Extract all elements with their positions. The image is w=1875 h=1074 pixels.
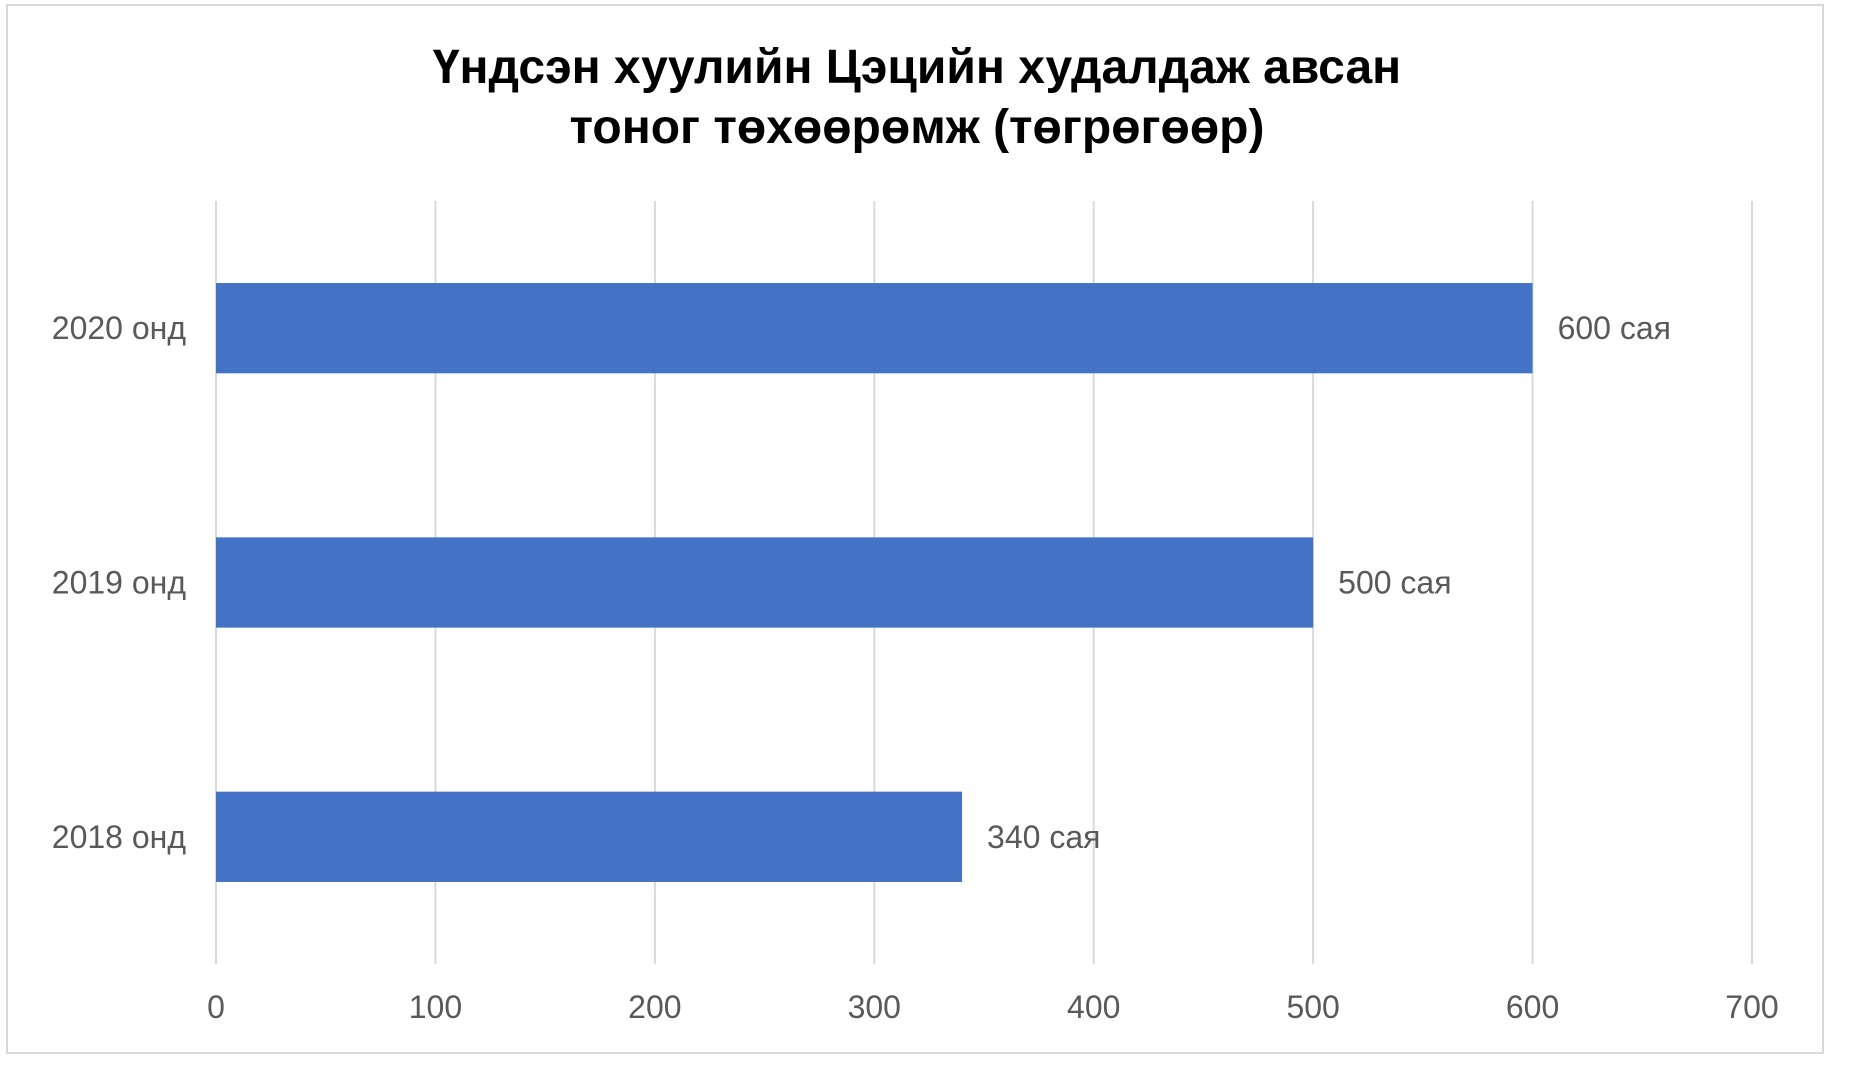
x-tick-label: 200 [628, 989, 681, 1025]
x-tick-label: 600 [1506, 989, 1559, 1025]
x-tick-label: 500 [1286, 989, 1339, 1025]
data-label: 340 сая [987, 819, 1100, 855]
chart-title-line-1: Үндсэн хуулийн Цэцийн худалдаж авсан [432, 41, 1402, 94]
chart-frame: Үндсэн хуулийн Цэцийн худалдаж авсан тон… [6, 4, 1824, 1054]
bar [216, 283, 1533, 374]
x-tick-label: 400 [1067, 989, 1120, 1025]
data-label: 500 сая [1338, 565, 1451, 601]
chart-title-line-2: тоног төхөөрөмж (төгрөгөөр) [569, 101, 1265, 154]
category-label: 2020 онд [52, 310, 187, 346]
bar [216, 791, 963, 882]
data-label: 600 сая [1558, 310, 1671, 346]
x-tick-label: 0 [207, 989, 225, 1025]
bar-chart-plot: 0 100 200 300 400 500 600 700 2020 онд 600 сая 201… [52, 201, 1779, 1025]
bar [216, 537, 1314, 628]
chart-title: Үндсэн хуулийн Цэцийн худалдаж авсан тон… [8, 38, 1826, 158]
category-label: 2018 онд [52, 819, 187, 855]
x-tick-label: 700 [1725, 989, 1778, 1025]
category-label: 2019 онд [52, 565, 187, 601]
x-tick-label: 300 [848, 989, 901, 1025]
x-tick-label: 100 [409, 989, 462, 1025]
